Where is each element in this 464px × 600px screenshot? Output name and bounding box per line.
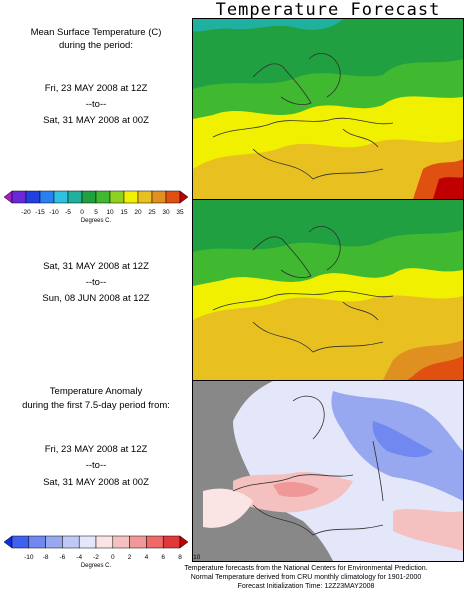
anomaly-scale-tick-label: 8 [178, 554, 182, 561]
anomaly-scale-tick-label: -8 [42, 554, 49, 561]
anomaly-scale-tick-label: -2 [93, 554, 99, 561]
temperature-scale-swatch [123, 190, 139, 204]
anomaly-scale-swatch [78, 535, 97, 549]
temperature-anomaly-map [192, 380, 464, 562]
anomaly-color-scale: -10 -8 -6 -4 -2 0 2 4 6 8 10 Degrees C. [3, 535, 200, 569]
panel2-start-date: Sat, 31 MAY 2008 at 12Z [43, 261, 149, 272]
temperature-scale-swatch [3, 190, 13, 204]
panel3-to-label: --to-- [85, 460, 107, 471]
temperature-scale-swatch [39, 190, 55, 204]
temperature-scale-tick-label: 10 [106, 209, 114, 216]
panel1-start-date: Fri, 23 MAY 2008 at 12Z [44, 83, 148, 94]
temperature-scale-swatch [11, 190, 27, 204]
temperature-scale-tick-label: 15 [120, 209, 128, 216]
temperature-scale-tick-label: 30 [162, 209, 170, 216]
panel2-to-label: --to-- [85, 277, 107, 288]
temperature-scale-swatch [25, 190, 41, 204]
temperature-scale-swatch [109, 190, 125, 204]
temperature-scale-swatch [95, 190, 111, 204]
anomaly-scale-tick-label: -6 [59, 554, 66, 561]
temperature-scale-tick-label: 5 [94, 209, 98, 216]
temperature-scale-tick-label: 20 [134, 209, 142, 216]
anomaly-scale-swatch [179, 535, 189, 549]
panel1-end-date: Sat, 31 MAY 2008 at 00Z [43, 115, 149, 126]
panel3-heading-line2: during the first 7.5-day period from: [22, 400, 170, 411]
temperature-scale-unit: Degrees C. [80, 218, 112, 224]
temperature-scale-swatch [165, 190, 181, 204]
panel1-heading-line1: Mean Surface Temperature (C) [30, 27, 162, 38]
footer-line2: Normal Temperature derived from CRU mont… [190, 574, 422, 581]
anomaly-scale-tick-label: 6 [161, 554, 165, 561]
temperature-scale-tick-label: -20 [21, 209, 31, 216]
panel3-start-date: Fri, 23 MAY 2008 at 12Z [44, 444, 148, 455]
page-title: Temperature Forecast [215, 0, 441, 20]
anomaly-scale-swatch [112, 535, 130, 549]
footer-line3: Forecast Initialization Time: 12Z23MAY20… [237, 583, 375, 590]
temperature-color-scale: -20 -15 -10 -5 0 5 10 15 20 25 30 35 Degrees C. [3, 190, 189, 224]
temperature-scale-tick-label: 35 [176, 209, 184, 216]
panel1-heading-line2: during the period: [59, 40, 133, 51]
anomaly-scale-tick-label: 4 [144, 554, 149, 561]
temperature-scale-tick-label: -15 [35, 209, 45, 216]
temperature-scale-swatch [137, 190, 153, 204]
temperature-scale-tick-label: -10 [49, 209, 59, 216]
temperature-scale-tick-label: 25 [148, 209, 156, 216]
temperature-scale-swatch [53, 190, 69, 204]
anomaly-scale-tick-label: 0 [110, 554, 115, 561]
panel3-end-date: Sat, 31 MAY 2008 at 00Z [43, 477, 149, 488]
anomaly-scale-swatch [11, 535, 30, 549]
anomaly-scale-swatch [95, 535, 114, 549]
anomaly-scale-swatch [129, 535, 147, 549]
anomaly-scale-swatch [162, 535, 181, 549]
anomaly-scale-swatch [146, 535, 164, 549]
temperature-map-week1 [192, 18, 464, 200]
anomaly-scale-swatch [3, 535, 13, 549]
anomaly-scale-tick-label: -4 [76, 554, 83, 561]
anomaly-scale-swatch [28, 535, 46, 549]
anomaly-scale-swatch [62, 535, 80, 549]
temperature-scale-tick-label: -5 [65, 209, 71, 216]
temperature-scale-swatch [179, 190, 189, 204]
anomaly-scale-unit: Degrees C. [80, 563, 112, 569]
temperature-scale-swatch [151, 190, 167, 204]
footer-line1: Temperature forecasts from the National … [184, 565, 428, 572]
temperature-map-week2 [192, 199, 464, 381]
temperature-scale-tick-label: 0 [80, 209, 84, 216]
anomaly-scale-swatch [45, 535, 63, 549]
anomaly-scale-tick-label: -10 [24, 554, 34, 561]
panel2-end-date: Sun, 08 JUN 2008 at 12Z [42, 293, 150, 304]
panel3-heading-line1: Temperature Anomaly [49, 386, 143, 397]
panel1-to-label: --to-- [85, 99, 107, 110]
temperature-scale-swatch [81, 190, 97, 204]
anomaly-scale-tick-label: 10 [193, 554, 201, 561]
temperature-scale-swatch [67, 190, 83, 204]
anomaly-scale-tick-label: 2 [127, 554, 132, 561]
